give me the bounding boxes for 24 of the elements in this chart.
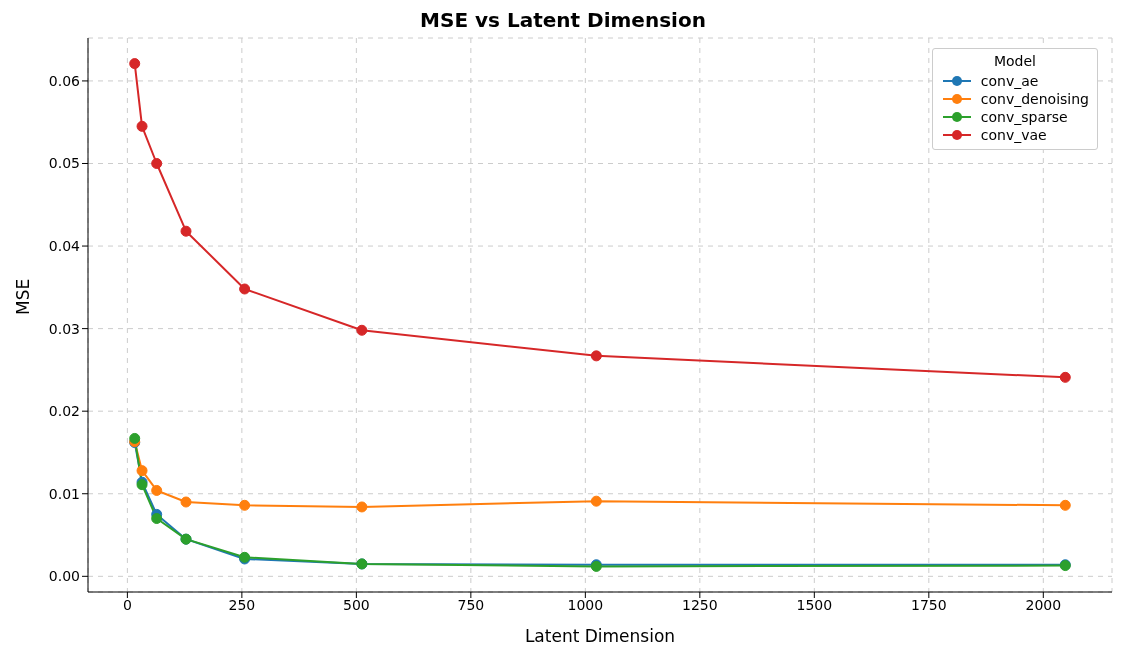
legend-title: Model — [992, 53, 1037, 69]
y-tick-label: 0.04 — [48, 238, 81, 255]
y-tick-label: 0.06 — [48, 72, 81, 89]
x-tick-label: 750 — [457, 596, 485, 613]
y-tick-label: 0.05 — [48, 155, 80, 172]
y-tick-label: 0.00 — [48, 568, 80, 585]
legend-label: conv_denoising — [980, 91, 1089, 107]
x-tick-label: 1250 — [682, 596, 718, 613]
legend-label: conv_vae — [980, 127, 1047, 143]
x-tick-label: 1750 — [911, 596, 947, 613]
legend-label: conv_ae — [980, 73, 1039, 89]
x-axis-title: Latent Dimension — [524, 626, 676, 646]
x-tick-label: 0 — [122, 596, 132, 613]
x-tick-label: 500 — [343, 596, 370, 613]
legend-label: conv_sparse — [980, 109, 1068, 125]
x-tick-label: 250 — [228, 596, 256, 613]
y-axis-title: MSE — [13, 278, 34, 315]
x-tick-label: 1500 — [796, 596, 833, 613]
x-tick-label: 2000 — [1025, 596, 1062, 613]
y-tick-label: 0.02 — [48, 403, 80, 420]
y-tick-label: 0.03 — [48, 320, 80, 337]
chart-title: MSE vs Latent Dimension — [419, 8, 707, 32]
x-tick-label: 1000 — [567, 596, 604, 613]
y-tick-label: 0.01 — [48, 485, 80, 502]
